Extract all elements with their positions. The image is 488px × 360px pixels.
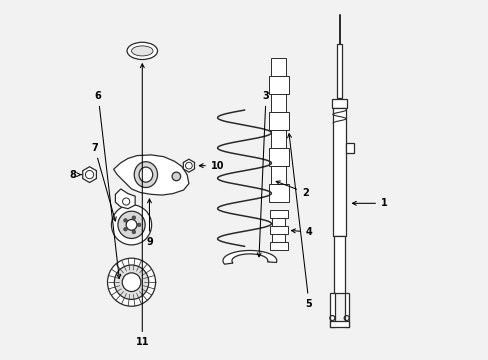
Text: 7: 7 [91,143,116,221]
Circle shape [114,265,148,300]
Bar [271,58,285,76]
Bar [269,242,287,250]
Circle shape [126,220,137,230]
Text: 6: 6 [95,91,121,278]
Circle shape [123,228,127,231]
Circle shape [122,273,141,292]
Bar [271,219,285,226]
Polygon shape [82,167,96,183]
Bar [268,148,288,166]
Circle shape [123,219,127,222]
Circle shape [111,205,151,245]
Circle shape [132,230,135,234]
Bar [269,226,287,234]
Text: 9: 9 [146,199,153,247]
Polygon shape [113,155,188,195]
Bar [346,143,353,153]
Text: 10: 10 [199,161,224,171]
Bar [329,293,334,327]
Circle shape [132,216,135,220]
Polygon shape [223,251,276,264]
Text: 2: 2 [276,181,308,198]
Polygon shape [115,189,135,209]
Bar [268,112,288,130]
Bar [332,108,346,235]
Bar [271,234,285,242]
Bar [344,293,348,327]
Circle shape [137,223,141,226]
Circle shape [118,211,145,238]
Bar [271,166,285,184]
Text: 8: 8 [69,170,81,180]
Bar [333,235,344,293]
Ellipse shape [139,167,152,182]
Ellipse shape [134,162,157,188]
Circle shape [172,172,180,181]
Bar [331,99,346,108]
Bar [269,211,287,219]
Text: 5: 5 [287,134,312,309]
Bar [271,94,285,112]
Ellipse shape [127,42,157,59]
Text: 1: 1 [352,198,387,208]
Ellipse shape [131,46,153,56]
Bar [337,44,341,98]
Polygon shape [183,159,194,172]
Circle shape [107,258,155,306]
Text: 3: 3 [257,91,269,257]
Text: 11: 11 [135,64,149,347]
Text: 4: 4 [291,227,312,237]
Bar [268,76,288,94]
Bar [271,130,285,148]
Bar [268,184,288,202]
Bar [329,321,348,327]
